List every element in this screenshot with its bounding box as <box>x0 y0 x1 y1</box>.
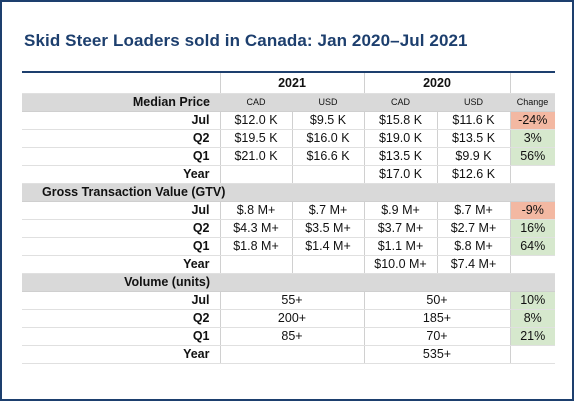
cell-volume-2020: 50+ <box>363 291 510 310</box>
cell-volume-2021: 200+ <box>219 309 364 328</box>
col-usd-2020: USD <box>437 93 510 112</box>
page-title: Skid Steer Loaders sold in Canada: Jan 2… <box>24 31 468 50</box>
row-label: Q1 <box>22 147 220 166</box>
cell-usd-2021: $16.0 K <box>291 129 364 148</box>
cell-change: 10% <box>509 291 555 310</box>
cell-volume-2021: 85+ <box>219 327 364 346</box>
sales-table: 2021 2020 Median Price CAD USD CAD USD C… <box>22 73 555 364</box>
cell-cad-2020: $3.7 M+ <box>363 219 437 238</box>
cell-usd-2021: $.7 M+ <box>291 201 364 220</box>
cell-usd-2020: $9.9 K <box>436 147 510 166</box>
table-row: Year $17.0 K $12.6 K <box>22 165 555 184</box>
cell-volume-2020: 70+ <box>363 327 510 346</box>
year-2021-header: 2021 <box>219 73 364 94</box>
cell-cad-2021: $4.3 M+ <box>219 219 292 238</box>
cell-cad-2020: $17.0 K <box>363 165 437 184</box>
table-row: Jul $12.0 K $9.5 K $15.8 K $11.6 K -24% <box>22 111 555 130</box>
year-2020-header: 2020 <box>363 73 510 94</box>
col-change: Change <box>510 93 555 112</box>
row-label: Year <box>22 255 220 274</box>
row-label: Q1 <box>22 237 220 256</box>
col-usd-2021: USD <box>292 93 364 112</box>
table-row: Q1 $1.8 M+ $1.4 M+ $1.1 M+ $.8 M+ 64% <box>22 237 555 256</box>
cell-usd-2021: $9.5 K <box>291 111 364 130</box>
table-row: Q2 $4.3 M+ $3.5 M+ $3.7 M+ $2.7 M+ 16% <box>22 219 555 238</box>
cell-cad-2021: $19.5 K <box>219 129 292 148</box>
cell-usd-2020: $7.4 M+ <box>436 255 510 274</box>
cell-change <box>509 255 555 274</box>
cell-cad-2020: $19.0 K <box>363 129 437 148</box>
cell-change: -24% <box>509 111 555 130</box>
cell-usd-2020: $13.5 K <box>436 129 510 148</box>
cell-change <box>509 345 555 364</box>
year-header-row: 2021 2020 <box>22 73 555 94</box>
cell-cad-2021 <box>219 255 292 274</box>
cell-cad-2020: $13.5 K <box>363 147 437 166</box>
cell-cad-2020: $1.1 M+ <box>363 237 437 256</box>
cell-change: 21% <box>509 327 555 346</box>
cell-volume-2020: 535+ <box>363 345 510 364</box>
corner-cell <box>22 73 220 94</box>
table-row: Q2 200+ 185+ 8% <box>22 309 555 328</box>
cell-usd-2020: $2.7 M+ <box>436 219 510 238</box>
cell-cad-2020: $15.8 K <box>363 111 437 130</box>
cell-cad-2021: $21.0 K <box>219 147 292 166</box>
cell-volume-2021: 55+ <box>219 291 364 310</box>
cell-volume-2021 <box>219 345 364 364</box>
cell-cad-2020: $10.0 M+ <box>363 255 437 274</box>
gtv-header: Gross Transaction Value (GTV) <box>22 183 555 202</box>
cell-usd-2021 <box>291 165 364 184</box>
change-corner-cell <box>509 73 555 94</box>
row-label: Q2 <box>22 309 220 328</box>
cell-change: -9% <box>509 201 555 220</box>
cell-usd-2021 <box>291 255 364 274</box>
cell-cad-2021 <box>219 165 292 184</box>
col-cad-2020: CAD <box>364 93 437 112</box>
table-row: Year 535+ <box>22 345 555 364</box>
volume-header: Volume (units) <box>22 273 220 292</box>
cell-cad-2021: $.8 M+ <box>219 201 292 220</box>
table-row: Jul $.8 M+ $.7 M+ $.9 M+ $.7 M+ -9% <box>22 201 555 220</box>
cell-volume-2020: 185+ <box>363 309 510 328</box>
row-label: Q2 <box>22 219 220 238</box>
row-label: Jul <box>22 111 220 130</box>
table-row: Q1 85+ 70+ 21% <box>22 327 555 346</box>
gtv-section-row: Gross Transaction Value (GTV) <box>22 183 555 202</box>
volume-header-fill <box>220 273 555 292</box>
cell-usd-2020: $.7 M+ <box>436 201 510 220</box>
cell-change <box>509 165 555 184</box>
median-price-header: Median Price <box>22 93 220 112</box>
row-label: Q2 <box>22 129 220 148</box>
table-row: Q2 $19.5 K $16.0 K $19.0 K $13.5 K 3% <box>22 129 555 148</box>
cell-change: 16% <box>509 219 555 238</box>
row-label: Year <box>22 345 220 364</box>
volume-section-row: Volume (units) <box>22 273 555 292</box>
row-label: Jul <box>22 291 220 310</box>
table-row: Year $10.0 M+ $7.4 M+ <box>22 255 555 274</box>
cell-cad-2020: $.9 M+ <box>363 201 437 220</box>
table-row: Q1 $21.0 K $16.6 K $13.5 K $9.9 K 56% <box>22 147 555 166</box>
table-row: Jul 55+ 50+ 10% <box>22 291 555 310</box>
cell-change: 64% <box>509 237 555 256</box>
cell-usd-2020: $11.6 K <box>436 111 510 130</box>
cell-cad-2021: $1.8 M+ <box>219 237 292 256</box>
cell-usd-2020: $12.6 K <box>436 165 510 184</box>
cell-usd-2020: $.8 M+ <box>436 237 510 256</box>
cell-change: 56% <box>509 147 555 166</box>
row-label: Jul <box>22 201 220 220</box>
cell-cad-2021: $12.0 K <box>219 111 292 130</box>
cell-change: 8% <box>509 309 555 328</box>
cell-usd-2021: $16.6 K <box>291 147 364 166</box>
title-divider <box>22 71 555 73</box>
cell-usd-2021: $3.5 M+ <box>291 219 364 238</box>
row-label: Q1 <box>22 327 220 346</box>
row-label: Year <box>22 165 220 184</box>
median-price-section-row: Median Price CAD USD CAD USD Change <box>22 93 555 112</box>
col-cad-2021: CAD <box>220 93 292 112</box>
cell-usd-2021: $1.4 M+ <box>291 237 364 256</box>
cell-change: 3% <box>509 129 555 148</box>
